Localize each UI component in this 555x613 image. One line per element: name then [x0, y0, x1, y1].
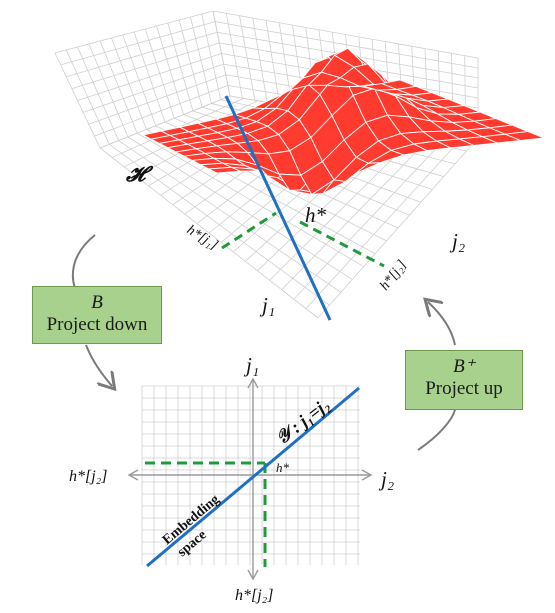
bottom-point-label: h* [276, 460, 290, 475]
grid-line [293, 133, 451, 300]
grid-line [54, 10, 214, 54]
grid-line [317, 137, 479, 319]
bottom-line-label: 𝒴 : j₁=j₂ [272, 394, 333, 448]
bottom-2d-plot: j₁ j₂ h*[j₂] h*[j₂] h* 𝒴 : j₁=j₂ Embeddi… [69, 353, 394, 604]
project-up-arrow-head [428, 302, 456, 346]
top-green-dash-left [221, 211, 277, 250]
grid-line [77, 53, 222, 101]
grid-line [71, 42, 220, 90]
project-up-arrow [417, 409, 456, 451]
bottom-left-label: h*[j₂] [69, 468, 107, 485]
surface-mesh [141, 47, 545, 196]
grid-line [94, 85, 229, 137]
project-down-box: B Project down [32, 286, 162, 344]
grid-line [82, 63, 224, 113]
project-up-label: Project up [425, 378, 503, 399]
top-blue-line [224, 95, 332, 321]
grid-line [60, 21, 216, 66]
bottom-axis-right-arrowhead [361, 469, 373, 481]
project-down-arrow-tail [85, 344, 112, 386]
grid-line [281, 130, 437, 290]
grid-line [212, 10, 479, 59]
grid-line [99, 95, 231, 149]
bottom-axis-left-arrowhead [127, 469, 139, 481]
top-3d-plot: 𝓗 h* j₁ j₂ h*[j₁] h*[j₂] [54, 10, 545, 321]
grid-line [66, 31, 218, 78]
top-green-dash-right [299, 220, 385, 268]
top-h-star-label: h* [305, 203, 327, 227]
top-axis-j1-label: j₁ [259, 293, 275, 317]
bottom-axis-j1-label: j₁ [243, 353, 259, 377]
bottom-axis-up-arrowhead [247, 377, 259, 389]
top-axis-j2-label: j₂ [449, 229, 465, 253]
surface-patch [505, 131, 545, 141]
grid-line [88, 74, 226, 125]
bottom-axis-down-arrowhead [247, 569, 259, 581]
top-proj-j2-label: h*[j₂] [377, 258, 410, 294]
grid-line [215, 21, 479, 69]
bottom-blue-line [146, 386, 360, 568]
project-down-operator: B [91, 292, 103, 313]
bottom-bottom-label: h*[j₂] [235, 587, 273, 604]
project-up-operator: B⁺ [453, 356, 475, 377]
grid-line [305, 135, 465, 309]
bottom-axis-j2-label: j₂ [378, 467, 394, 491]
project-up-box: B⁺ Project up [405, 350, 523, 410]
project-down-label: Project down [46, 314, 148, 335]
